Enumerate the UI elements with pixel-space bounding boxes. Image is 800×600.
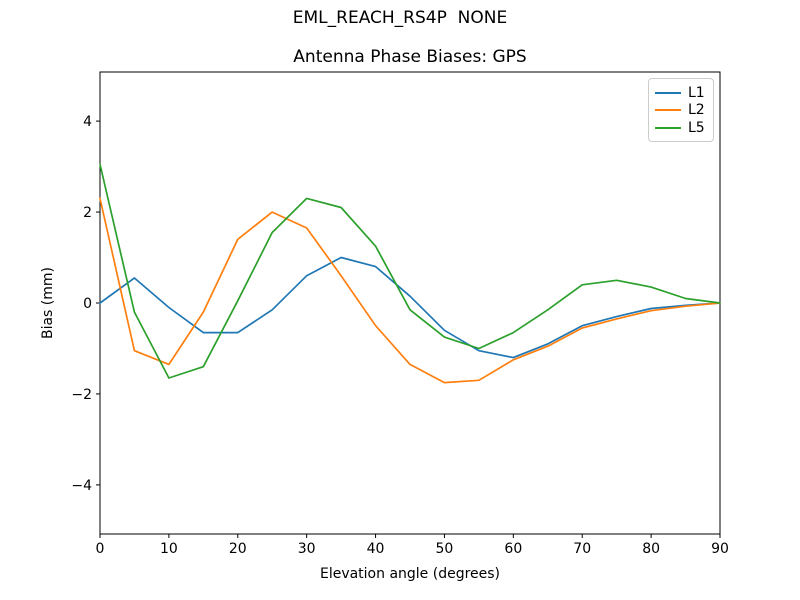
x-tick-label: 60	[504, 541, 522, 557]
legend-entry-l1: L1	[655, 84, 707, 101]
y-tick-label: 0	[83, 296, 92, 312]
y-tick-label: 4	[83, 114, 92, 130]
x-tick-label: 0	[96, 541, 105, 557]
series-line-l5	[99, 163, 721, 379]
x-axis-label: Elevation angle (degrees)	[319, 566, 501, 582]
x-tick-label: 10	[160, 541, 178, 557]
figure-title: EML_REACH_RS4P NONE	[292, 8, 508, 28]
legend-label-l2: L2	[688, 102, 705, 118]
legend-line-sample-l5	[655, 126, 681, 129]
x-tick-label: 90	[711, 541, 729, 557]
legend-line-sample-l2	[655, 109, 681, 111]
legend-label-l1: L1	[688, 84, 705, 101]
legend-entry-l2: L2	[655, 102, 707, 119]
legend: L1 L2 L5	[648, 78, 714, 142]
y-tick-label: −2	[71, 387, 92, 403]
axes-title: Antenna Phase Biases: GPS	[293, 47, 527, 67]
series-line-l2	[99, 197, 721, 384]
x-tick-label: 40	[367, 541, 385, 557]
x-tick-label: 50	[436, 541, 454, 557]
axes-frame	[99, 71, 721, 535]
legend-entry-l5: L5	[655, 119, 707, 136]
x-tick-label: 30	[298, 541, 316, 557]
x-tick-label: 70	[573, 541, 591, 557]
series-line-l1	[99, 256, 721, 359]
legend-line-sample-l1	[655, 91, 681, 94]
legend-label-l5: L5	[688, 119, 705, 136]
y-tick-label: −4	[71, 478, 92, 494]
y-tick-label: 2	[83, 205, 92, 221]
x-tick-label: 80	[642, 541, 660, 557]
y-axis-label: Bias (mm)	[40, 266, 56, 340]
x-tick-label: 20	[229, 541, 247, 557]
